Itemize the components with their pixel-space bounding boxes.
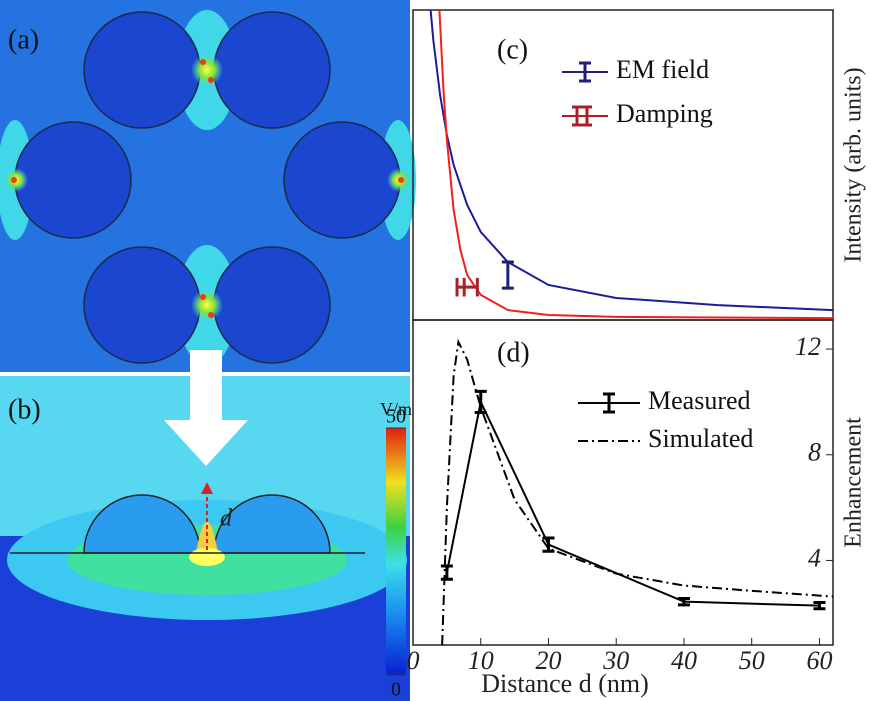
plot-frame — [413, 320, 833, 645]
x-tick-label: 10 — [468, 646, 494, 675]
panel-label: (c) — [497, 34, 528, 65]
panel-label: (d) — [497, 337, 530, 368]
field-map-a: (a) — [0, 0, 416, 372]
y-tick-label: 8 — [808, 438, 821, 467]
error-bar — [457, 278, 477, 297]
x-tick-label: 0 — [407, 646, 420, 675]
x-tick-label: 40 — [671, 646, 697, 675]
figure: (a) d (b) V/m 0 50 (c) Intensity (arb. unit… — [0, 0, 871, 701]
colorbar-tick-label: 0 — [391, 679, 401, 701]
x-tick-label: 60 — [806, 646, 832, 675]
data-line — [442, 342, 833, 645]
error-bar — [441, 566, 453, 579]
y-tick-label: 12 — [795, 332, 821, 361]
error-bar — [502, 262, 514, 288]
y-tick-label: 4 — [808, 543, 821, 572]
colorbar-tick-label: 50 — [386, 406, 406, 428]
legend-label: EM field — [616, 55, 709, 84]
panel-label: (b) — [8, 394, 41, 425]
plot-area — [441, 342, 833, 645]
panel-label: (a) — [8, 24, 39, 55]
x-tick-label: 30 — [602, 646, 629, 675]
x-tick-label: 20 — [535, 646, 561, 675]
x-tick-label: 50 — [739, 646, 765, 675]
field-map-b: d (b) V/m — [0, 350, 412, 701]
legend-label: Simulated — [648, 424, 753, 453]
colorbar — [386, 428, 406, 675]
legend-label: Damping — [616, 99, 713, 128]
legend-label: Measured — [648, 386, 751, 415]
y-axis-label: Intensity (arb. units) — [841, 67, 867, 262]
y-axis-label: Enhancement — [841, 417, 867, 548]
page: (a) d (b) V/m 0 50 (c) Intensity (arb. unit… — [0, 0, 871, 701]
gap-label: d — [220, 506, 233, 532]
data-line — [447, 402, 820, 606]
